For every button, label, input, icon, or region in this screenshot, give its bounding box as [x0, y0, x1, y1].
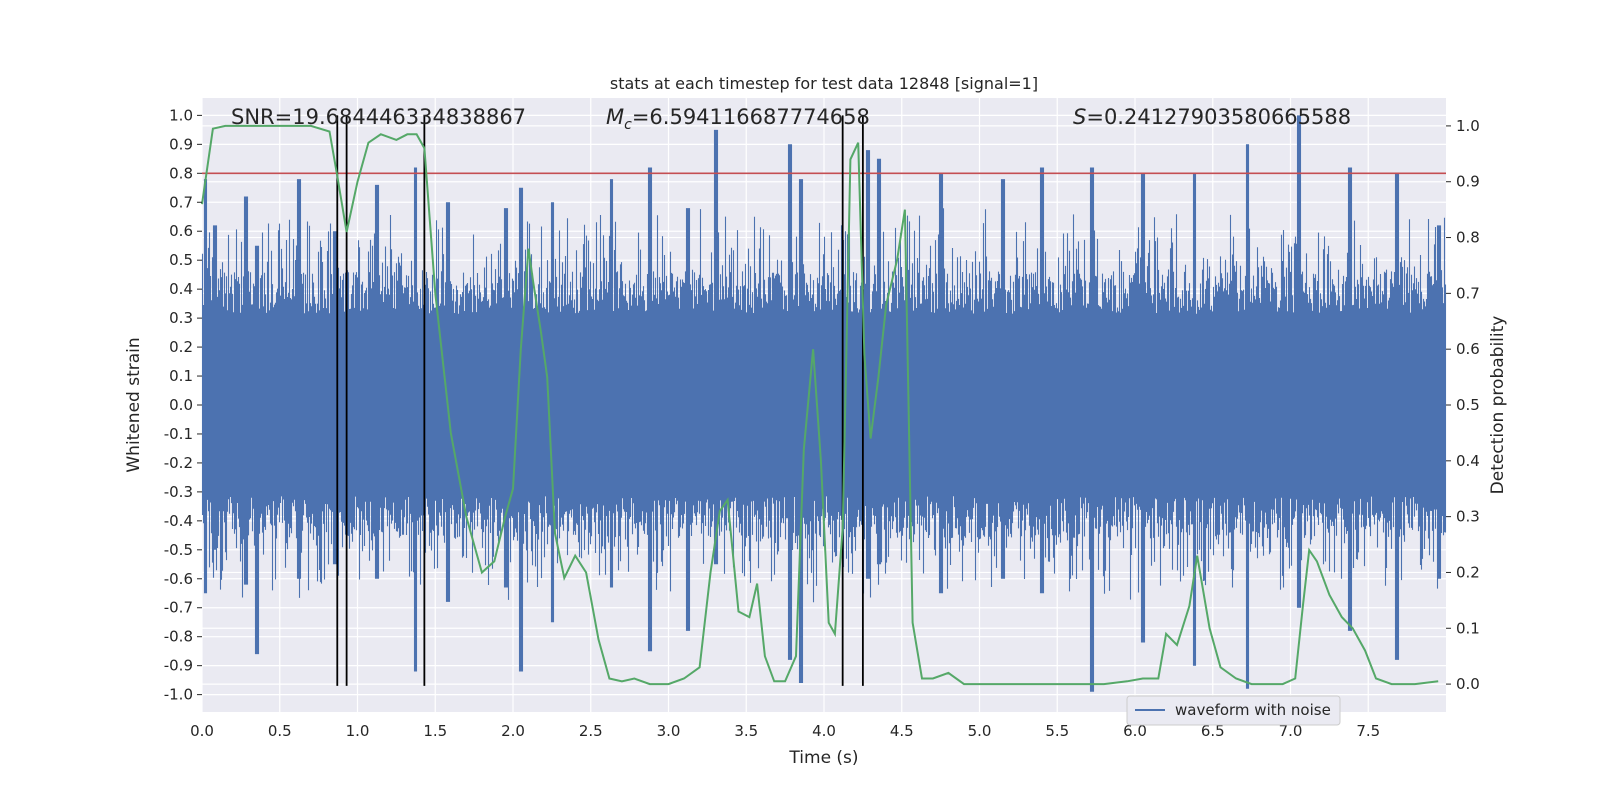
y-tick-label: 0.3 — [169, 309, 193, 327]
x-tick-labels: 0.0 0.5 1.0 1.5 2.0 2.5 3.0 3.5 4.0 4.5 5.0 5.5 6.0 6… — [190, 722, 1380, 740]
x-tick-label: 3.5 — [734, 722, 758, 740]
event-markers — [336, 115, 864, 686]
y2-tick-labels: 1.0 0.9 0.8 0.7 0.6 0.5 0.4 0.3 0.2 0.1 0.0 — [1446, 117, 1480, 693]
x-tick-label: 4.5 — [890, 722, 914, 740]
legend-box — [1126, 695, 1341, 726]
y-tick-label: 0.0 — [169, 396, 193, 414]
y-tick-label: -0.3 — [164, 483, 193, 501]
x-tick-label: 0.5 — [268, 722, 292, 740]
x-tick-label: 7.5 — [1356, 722, 1380, 740]
y2-tick-label: 0.2 — [1456, 563, 1480, 581]
y2-tick-label: 0.3 — [1456, 508, 1480, 526]
x-tick-label: 0.0 — [190, 722, 214, 740]
x-tick-label: 6.0 — [1123, 722, 1147, 740]
chart-title: stats at each timestep for test data 128… — [610, 74, 1038, 93]
y-tick-label: -1.0 — [164, 686, 193, 704]
y2-tick-label: 0.5 — [1456, 396, 1480, 414]
y-tick-label: -0.9 — [164, 657, 193, 675]
s-symbol: S — [1073, 105, 1086, 129]
y-tick-label: 0.4 — [169, 280, 193, 298]
y-tick-label: -0.7 — [164, 599, 193, 617]
y-tick-label: 1.0 — [169, 106, 193, 124]
y-tick-label: 0.5 — [169, 251, 193, 269]
waveform-trace — [201, 115, 1447, 692]
x-tick-label: 4.0 — [812, 722, 836, 740]
y-tick-label: 0.7 — [169, 193, 193, 211]
y-tick-labels: 1.0 0.9 0.8 0.7 0.6 0.5 0.4 0.3 0.2 0.1 0.0 -0.1 -0.… — [164, 106, 202, 704]
y2-tick-label: 1.0 — [1456, 117, 1480, 135]
snr-annotation: SNR=19.684446334838867 — [231, 105, 526, 129]
y-tick-label: -0.8 — [164, 628, 193, 646]
chirp-mass-annotation: Mc=6.594116687774658 — [606, 105, 870, 133]
x-tick-label: 6.5 — [1201, 722, 1225, 740]
chirp-mass-subscript: c — [624, 117, 632, 133]
legend-label-waveform: waveform with noise — [1175, 701, 1331, 719]
waveform-series — [201, 115, 1447, 692]
x-tick-label: 5.5 — [1045, 722, 1069, 740]
y2-tick-label: 0.6 — [1456, 340, 1480, 358]
y-tick-label: 0.8 — [169, 164, 193, 182]
y-tick-label: 0.2 — [169, 338, 193, 356]
s-value: =0.24127903580665588 — [1086, 105, 1351, 129]
x-tick-label: 1.5 — [423, 722, 447, 740]
x-tick-label: 2.0 — [501, 722, 525, 740]
y-tick-label: 0.9 — [169, 135, 193, 153]
legend: waveform with noise — [1126, 695, 1341, 726]
y2-tick-label: 0.4 — [1456, 452, 1480, 470]
x-tick-label: 3.0 — [657, 722, 681, 740]
y-tick-label: -0.1 — [164, 425, 193, 443]
y-tick-label: -0.6 — [164, 570, 193, 588]
x-tick-label: 7.0 — [1279, 722, 1303, 740]
x-tick-label: 2.5 — [579, 722, 603, 740]
y-tick-label: 0.6 — [169, 222, 193, 240]
detection-probability-line — [201, 124, 1439, 686]
x-axis-label: Time (s) — [788, 748, 858, 768]
y-axis-label: Whitened strain — [124, 337, 144, 472]
s-annotation: S=0.24127903580665588 — [1073, 105, 1351, 129]
y2-axis-label: Detection probability — [1488, 316, 1508, 495]
y2-tick-label: 0.1 — [1456, 619, 1480, 637]
y-tick-label: -0.4 — [164, 512, 193, 530]
y2-tick-label: 0.9 — [1456, 173, 1480, 191]
chirp-mass-symbol: M — [606, 105, 624, 129]
y2-tick-label: 0.8 — [1456, 229, 1480, 247]
chirp-mass-value: =6.594116687774658 — [632, 105, 870, 129]
x-tick-label: 5.0 — [968, 722, 992, 740]
x-tick-label: 1.0 — [346, 722, 370, 740]
y2-tick-label: 0.0 — [1456, 675, 1480, 693]
y-tick-label: -0.5 — [164, 541, 193, 559]
y-tick-label: 0.1 — [169, 367, 193, 385]
y2-tick-label: 0.7 — [1456, 284, 1480, 302]
y-tick-label: -0.2 — [164, 454, 193, 472]
